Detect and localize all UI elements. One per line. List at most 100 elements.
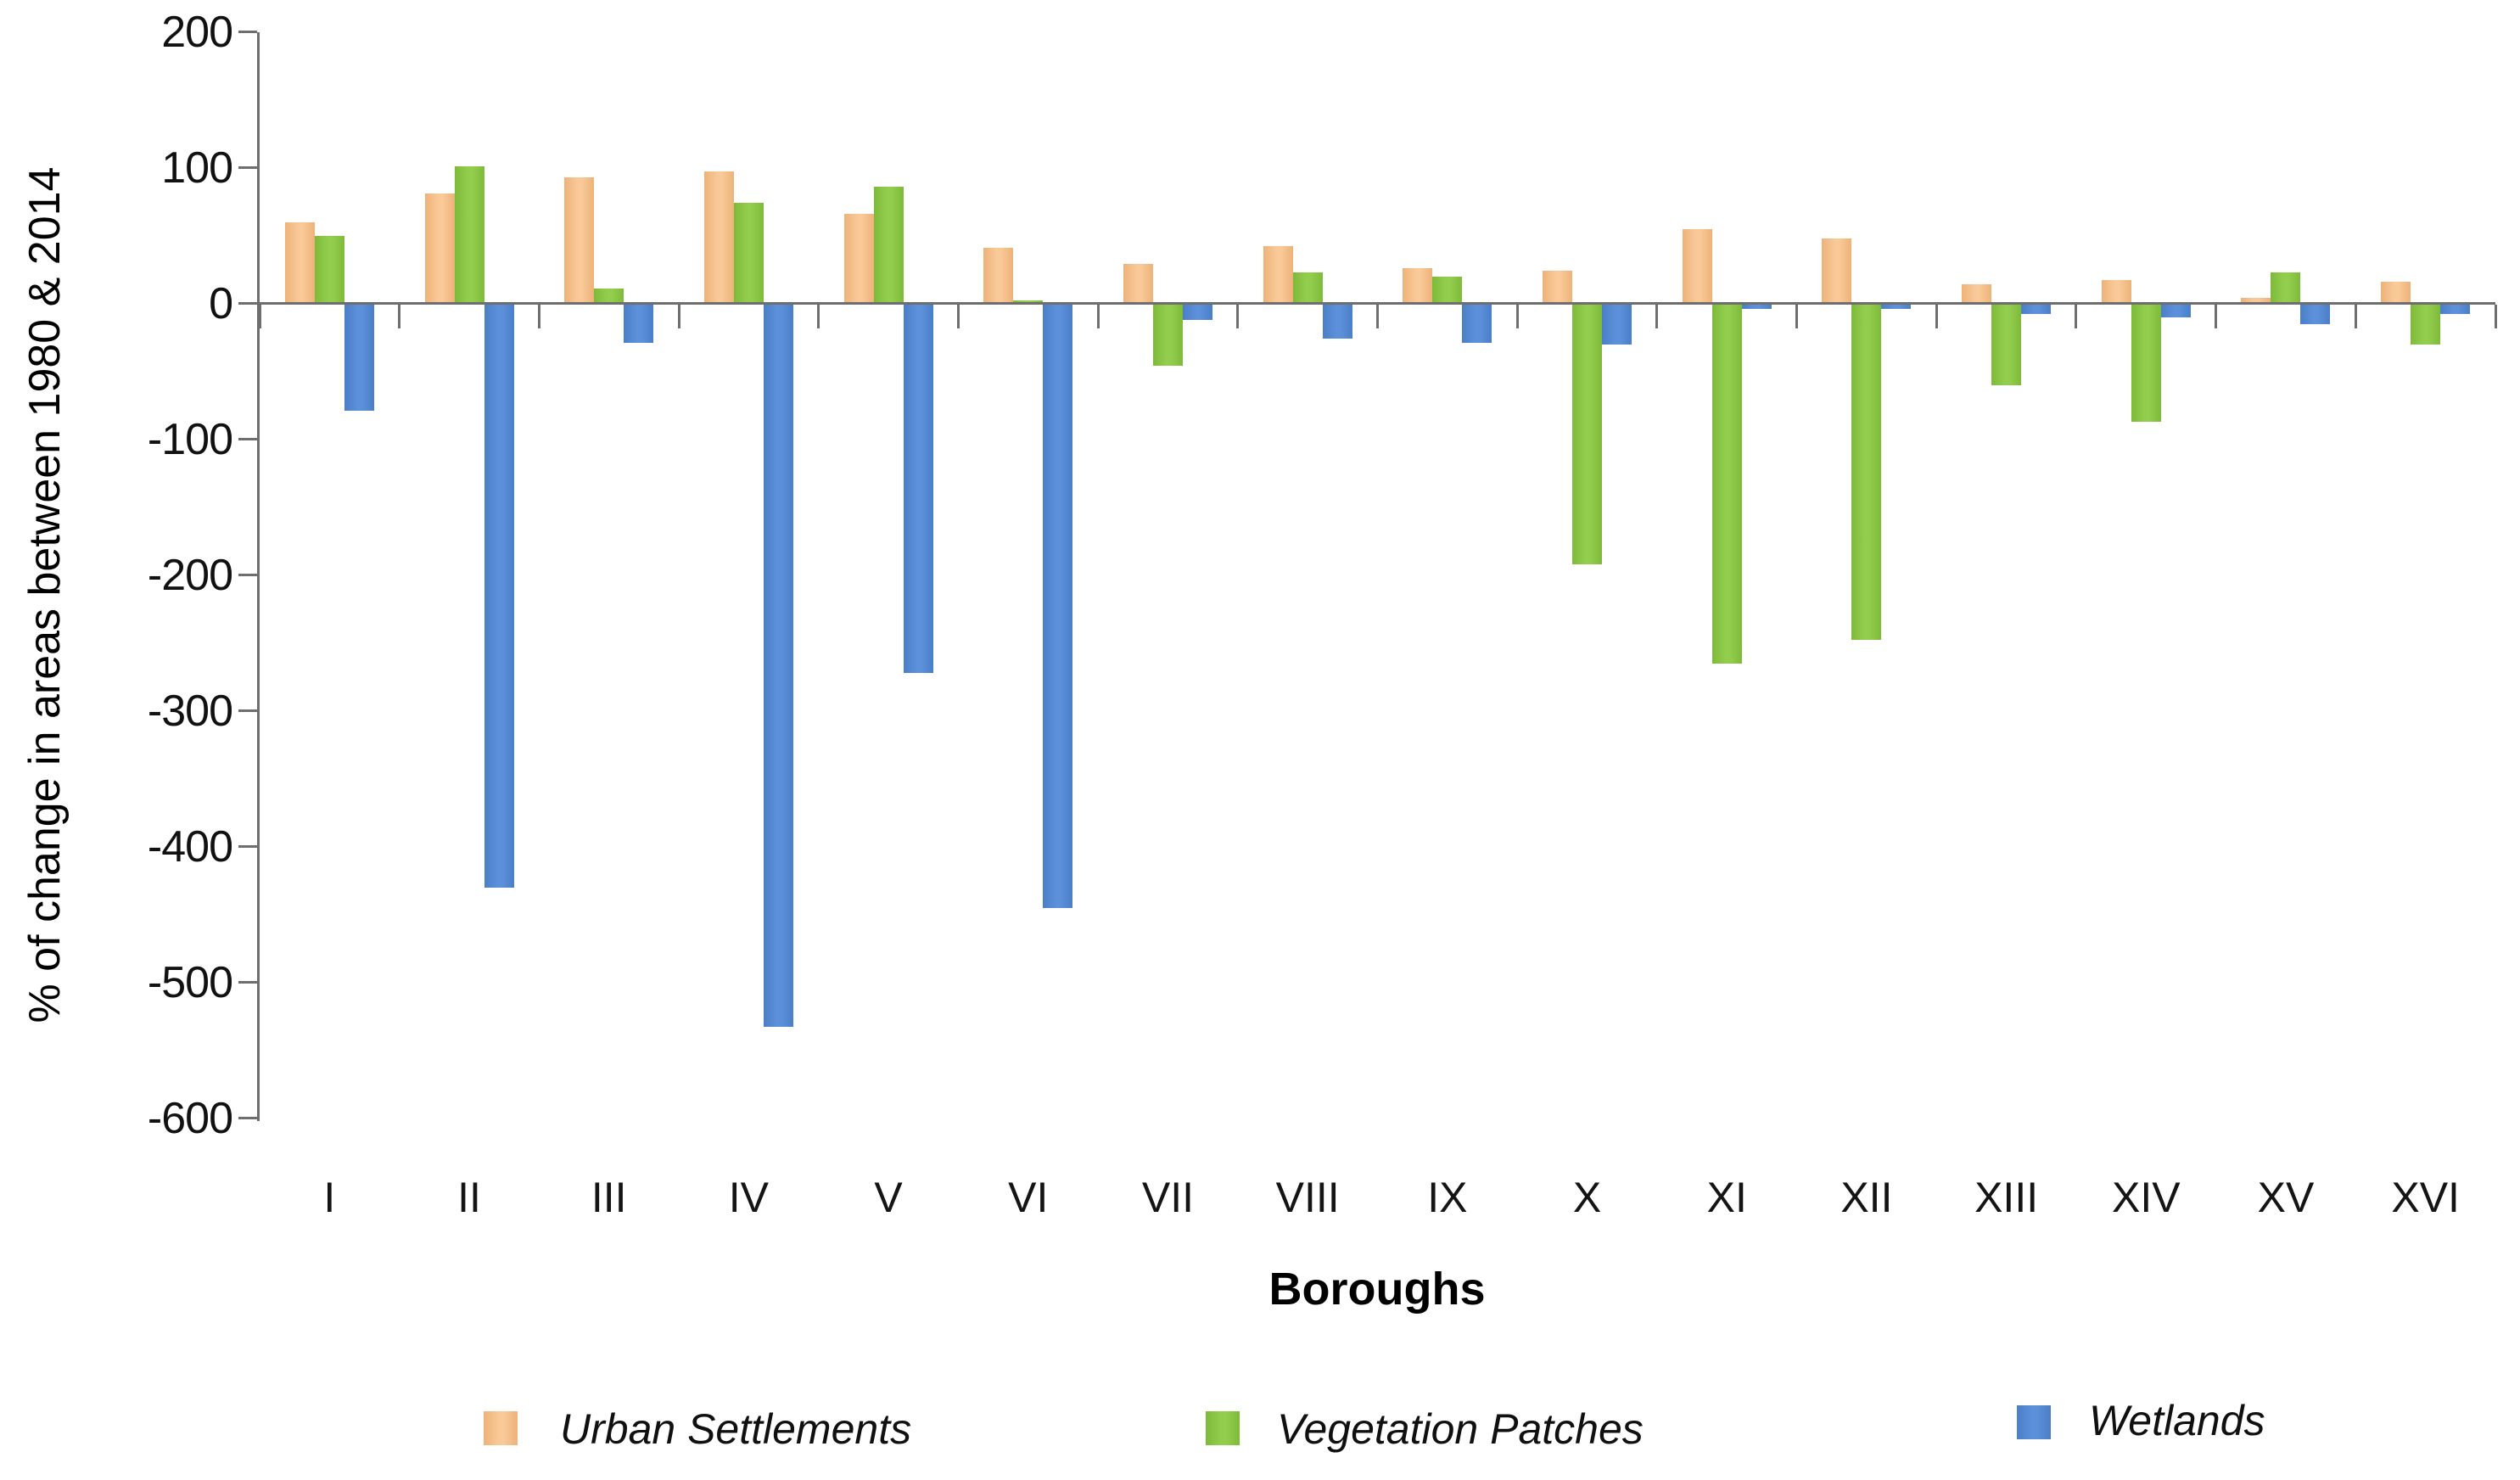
y-tick-label--600: -600 xyxy=(147,1093,233,1143)
bar-urban-settlements-II xyxy=(424,193,455,304)
x-tick-mark-6 xyxy=(1096,305,1100,328)
y-axis-title: % of change in areas between 1980 & 2014 xyxy=(20,166,70,1023)
bar-vegetation-patches-XVI xyxy=(2411,303,2441,345)
x-tick-mark-5 xyxy=(956,305,960,328)
legend-swatch-wetlands xyxy=(2017,1405,2051,1439)
bar-wetlands-I xyxy=(344,303,374,411)
bar-vegetation-patches-XI xyxy=(1711,303,1742,664)
x-tick-mark-16 xyxy=(2494,305,2497,328)
bar-wetlands-IX xyxy=(1462,303,1492,343)
y-axis-line xyxy=(257,31,260,1121)
legend-label-urban-settlements: Urban Settlements xyxy=(560,1405,912,1453)
bar-vegetation-patches-IX xyxy=(1432,276,1463,304)
x-tick-mark-11 xyxy=(1795,305,1799,328)
legend-label-vegetation-patches: Vegetation Patches xyxy=(1277,1405,1644,1453)
bar-urban-settlements-VI xyxy=(983,247,1014,304)
x-axis-line xyxy=(260,302,2495,305)
y-tick-mark--400 xyxy=(238,845,257,848)
bar-urban-settlements-VIII xyxy=(1263,246,1293,304)
bar-vegetation-patches-XIII xyxy=(1991,303,2022,385)
x-category-label-XI: XI xyxy=(1706,1174,1747,1221)
x-category-label-I: I xyxy=(323,1174,336,1221)
bar-wetlands-III xyxy=(624,303,654,343)
bar-urban-settlements-I xyxy=(284,221,315,304)
bar-wetlands-XI xyxy=(1741,303,1772,309)
x-tick-mark-2 xyxy=(537,305,540,328)
bar-urban-settlements-XVI xyxy=(2381,281,2411,304)
bar-urban-settlements-XII xyxy=(1822,238,1852,304)
y-tick-mark--600 xyxy=(238,1117,257,1119)
bar-wetlands-XIII xyxy=(2021,303,2052,315)
bar-wetlands-VI xyxy=(1043,303,1073,908)
bar-wetlands-XII xyxy=(1881,303,1912,309)
x-tick-mark-13 xyxy=(2075,305,2078,328)
bar-vegetation-patches-VIII xyxy=(1292,272,1323,304)
bar-urban-settlements-XV xyxy=(2241,298,2271,304)
x-category-label-III: III xyxy=(591,1174,627,1221)
x-category-label-IX: IX xyxy=(1427,1174,1468,1221)
bar-vegetation-patches-X xyxy=(1572,303,1603,564)
x-category-label-II: II xyxy=(457,1174,481,1221)
bar-vegetation-patches-XII xyxy=(1851,303,1882,641)
y-tick-mark--100 xyxy=(238,438,257,440)
x-tick-mark-4 xyxy=(817,305,820,328)
y-tick-mark--200 xyxy=(238,574,257,576)
y-tick-mark--300 xyxy=(238,709,257,712)
x-tick-mark-15 xyxy=(2354,305,2357,328)
bar-wetlands-II xyxy=(484,303,514,888)
y-tick-label--200: -200 xyxy=(147,550,233,600)
bar-vegetation-patches-III xyxy=(594,288,624,304)
y-tick-mark-0 xyxy=(238,302,257,305)
bar-urban-settlements-IX xyxy=(1403,267,1433,304)
bar-vegetation-patches-V xyxy=(873,186,904,304)
x-category-label-XII: XII xyxy=(1840,1174,1893,1221)
legend-swatch-urban-settlements xyxy=(484,1411,518,1445)
bar-vegetation-patches-VI xyxy=(1013,300,1044,304)
x-category-label-VI: VI xyxy=(1008,1174,1049,1221)
bar-wetlands-XVI xyxy=(2440,303,2471,315)
x-category-label-VIII: VIII xyxy=(1275,1174,1340,1221)
y-tick-label--300: -300 xyxy=(147,686,233,736)
x-category-label-XIII: XIII xyxy=(1974,1174,2039,1221)
bar-wetlands-VIII xyxy=(1322,303,1352,339)
bar-wetlands-V xyxy=(903,303,933,673)
x-category-label-XIV: XIV xyxy=(2111,1174,2181,1221)
bar-vegetation-patches-II xyxy=(454,165,484,304)
y-tick-label--100: -100 xyxy=(147,414,233,464)
bar-wetlands-VII xyxy=(1182,303,1212,320)
y-tick-label-200: 200 xyxy=(161,7,233,57)
bar-urban-settlements-XIV xyxy=(2101,280,2131,304)
bar-urban-settlements-V xyxy=(843,213,874,304)
x-tick-mark-0 xyxy=(258,305,261,328)
y-tick-label--400: -400 xyxy=(147,821,233,872)
x-category-label-V: V xyxy=(874,1174,903,1221)
x-tick-mark-1 xyxy=(398,305,401,328)
bar-wetlands-X xyxy=(1602,303,1632,345)
x-category-label-VII: VII xyxy=(1141,1174,1195,1221)
x-category-label-X: X xyxy=(1572,1174,1602,1221)
x-tick-mark-10 xyxy=(1655,305,1659,328)
x-tick-mark-9 xyxy=(1515,305,1519,328)
bar-urban-settlements-XI xyxy=(1682,228,1712,304)
bar-urban-settlements-IV xyxy=(703,171,734,304)
y-tick-mark--500 xyxy=(238,981,257,984)
bar-vegetation-patches-VII xyxy=(1152,303,1183,367)
bar-vegetation-patches-IV xyxy=(733,203,764,304)
bar-wetlands-XV xyxy=(2300,303,2331,324)
legend-swatch-vegetation-patches xyxy=(1206,1411,1240,1445)
bar-vegetation-patches-XIV xyxy=(2131,303,2161,422)
y-tick-mark-100 xyxy=(238,166,257,169)
bar-urban-settlements-XIII xyxy=(1962,284,1992,304)
x-tick-mark-7 xyxy=(1236,305,1240,328)
bar-wetlands-XIV xyxy=(2160,303,2191,317)
x-tick-mark-8 xyxy=(1376,305,1379,328)
bar-wetlands-IV xyxy=(763,303,793,1028)
y-tick-label-0: 0 xyxy=(209,278,233,328)
legend-label-wetlands: Wetlands xyxy=(2089,1397,2265,1444)
y-tick-mark-200 xyxy=(238,31,257,33)
x-tick-mark-14 xyxy=(2215,305,2218,328)
x-axis-title: Boroughs xyxy=(1268,1264,1486,1315)
bar-urban-settlements-X xyxy=(1543,271,1573,304)
x-category-label-XV: XV xyxy=(2257,1174,2315,1221)
